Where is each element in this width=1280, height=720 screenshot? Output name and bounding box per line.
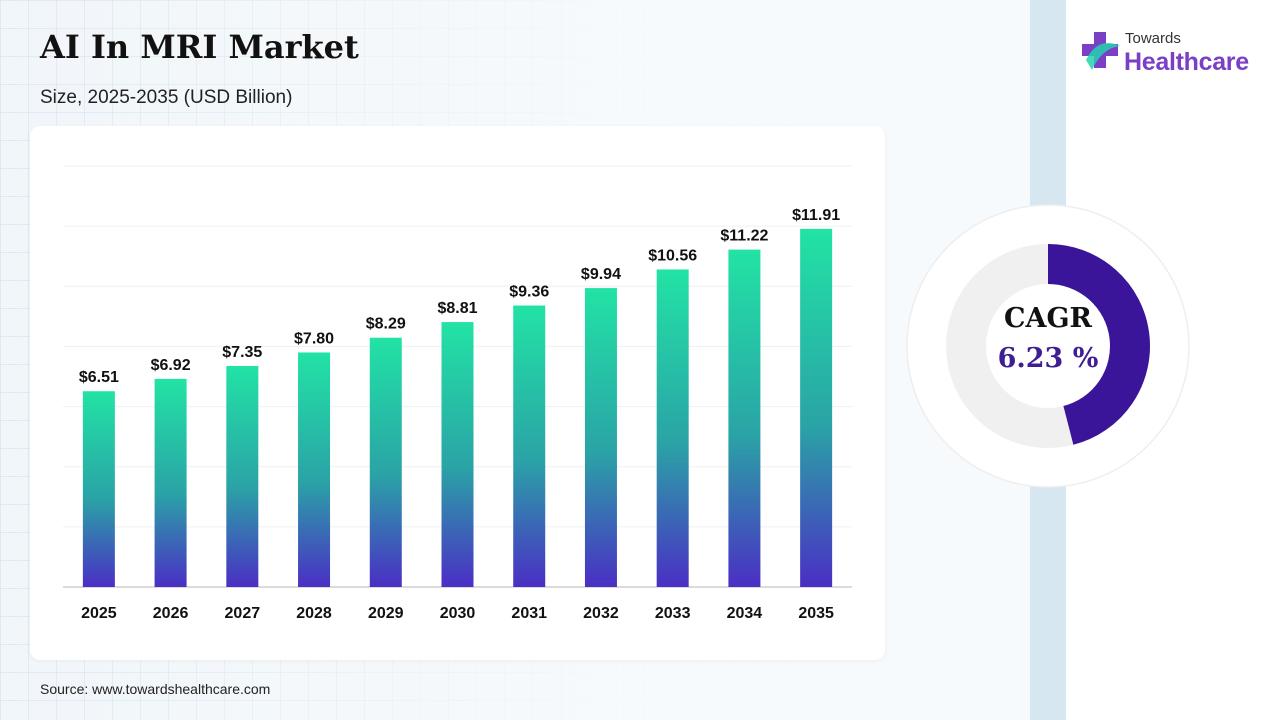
x-tick-2030: 2030 [440,605,476,622]
bar-2034 [728,249,761,587]
bar-2027 [226,365,259,587]
medical-cross-icon [1082,32,1120,70]
cagr-widget: CAGR 6.23 % [905,203,1191,489]
cagr-arc [1047,244,1150,445]
page-subtitle: Size, 2025-2035 (USD Billion) [40,87,293,108]
x-tick-2028: 2028 [296,605,332,622]
x-tick-2033: 2033 [655,605,691,622]
data-label-2031: $9.36 [509,284,549,301]
x-tick-2034: 2034 [727,605,763,622]
cagr-value: 6.23 % [997,343,1099,374]
x-tick-2025: 2025 [81,605,117,622]
data-label-2035: $11.91 [792,207,840,224]
data-label-2032: $9.94 [581,266,621,283]
data-label-2033: $10.56 [648,247,697,264]
bar-chart: $6.51 $6.92 $7.35 $7.80 $8.29 $8.81 $9.36 $9.94… [63,165,852,622]
data-label-2029: $8.29 [366,316,406,333]
x-tick-2027: 2027 [225,605,261,622]
x-tick-2035: 2035 [798,605,834,622]
x-tick-2029: 2029 [368,605,404,622]
bar-2029 [369,337,402,587]
data-label-2034: $11.22 [720,228,768,245]
bar-2032 [584,288,617,587]
bar-2031 [513,305,546,587]
data-label-2027: $7.35 [222,344,262,361]
logo-main-text: Healthcare [1124,48,1249,76]
bar-2033 [656,269,689,587]
x-tick-2031: 2031 [511,605,547,622]
bar-2026 [154,378,187,587]
x-tick-2032: 2032 [583,605,619,622]
chart-card: $6.51 $6.92 $7.35 $7.80 $8.29 $8.81 $9.36 $9.94… [30,126,885,660]
x-tick-2026: 2026 [153,605,189,622]
data-label-2028: $7.80 [294,330,334,347]
brand-logo: Towards Healthcare [1080,30,1260,80]
logo-top-text: Towards [1125,30,1181,47]
cagr-label: CAGR [1004,303,1092,334]
source-text: Source: www.towardshealthcare.com [40,681,271,697]
bar-2025 [82,391,115,587]
bar-2028 [298,352,331,587]
page-title: AI In MRI Market [40,28,359,66]
data-label-2026: $6.92 [151,357,191,374]
cagr-donut [906,204,1190,488]
bar-2030 [441,322,474,587]
data-label-2030: $8.81 [437,300,477,317]
data-label-2025: $6.51 [79,369,119,386]
bar-2035 [800,228,833,587]
